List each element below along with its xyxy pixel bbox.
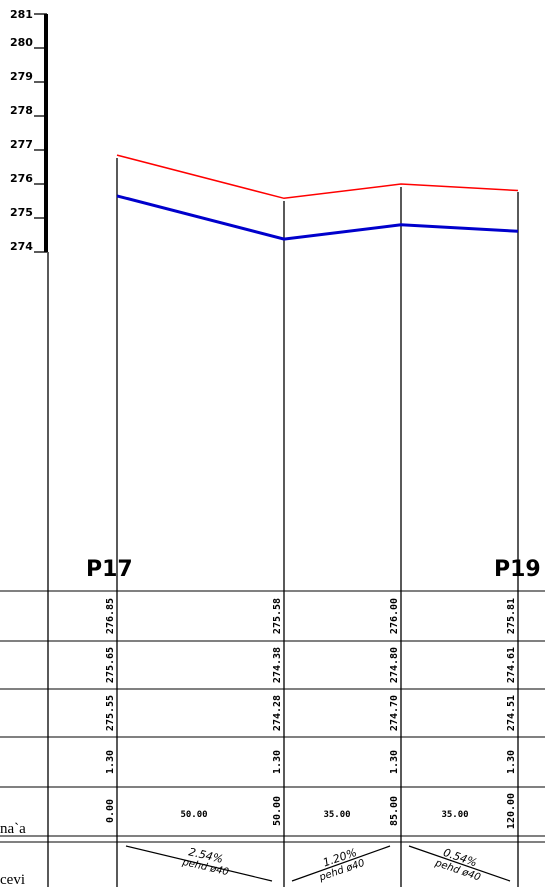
scale-label: 279 [10,70,33,83]
station-value: 1.30 [506,750,517,774]
station-value: 274.28 [272,695,283,731]
station-value: 275.55 [105,695,116,731]
node-label-end: P19 [494,557,541,582]
scale-label: 280 [10,36,33,49]
station-value: 274.61 [506,647,517,683]
station-value: 0.00 [105,799,116,823]
station-value: 85.00 [389,796,400,826]
pipe-profile-line [116,194,519,241]
station-value: 1.30 [105,750,116,774]
station-value: 276.85 [105,598,116,634]
station-value: 275.58 [272,598,283,634]
station-value: 275.81 [506,598,517,634]
slope-line [408,845,511,882]
slope-line [291,845,391,882]
node-label-start: P17 [86,557,133,582]
row-label-pipe: cevi [0,872,25,887]
station-value: 1.30 [272,750,283,774]
station-value: 274.38 [272,647,283,683]
station-value: 274.80 [389,647,400,683]
scale-label: 277 [10,138,33,151]
station-value: 274.51 [506,695,517,731]
scale-bar [44,14,48,252]
scale-label: 276 [10,172,33,185]
segment-length: 35.00 [323,810,350,820]
station-value: 50.00 [272,796,283,826]
row-label-distance: na`a [0,821,26,837]
scale-label: 281 [10,8,33,21]
terrain-profile-line [116,154,519,200]
segment-length: 50.00 [180,810,207,820]
station-value: 1.30 [389,750,400,774]
station-value: 276.00 [389,598,400,634]
scale-label: 275 [10,206,33,219]
segment-length: 35.00 [441,810,468,820]
scale-label: 278 [10,104,33,117]
scale-label: 274 [10,240,33,253]
station-value: 275.65 [105,647,116,683]
station-value: 274.70 [389,695,400,731]
slope-line [125,845,273,882]
station-value: 120.00 [506,793,517,829]
